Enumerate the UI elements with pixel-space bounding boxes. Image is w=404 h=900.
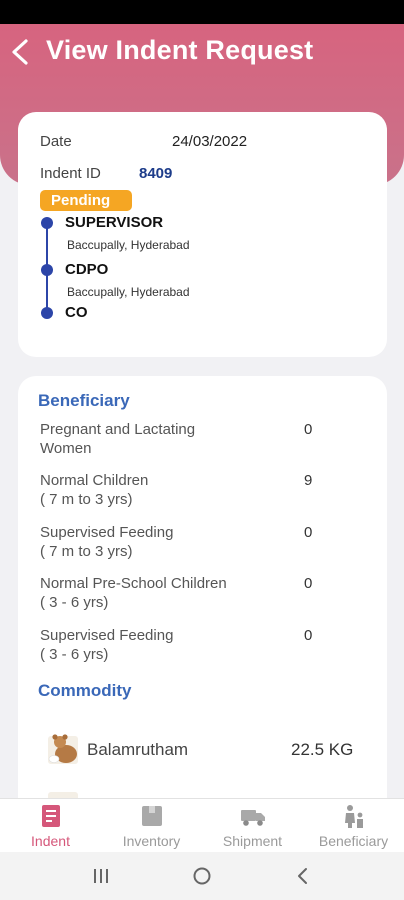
back-button[interactable]: [6, 36, 34, 68]
commodity-quantity: 22.5 KG: [291, 740, 354, 759]
timeline-location: Baccupally, Hyderabad: [67, 285, 190, 299]
beneficiary-row-label: Supervised Feeding ( 7 m to 3 yrs): [40, 524, 174, 560]
indent-id-value: 8409: [139, 165, 173, 182]
nav-tab-inventory[interactable]: Inventory: [101, 799, 202, 852]
shipment-icon: [240, 810, 265, 826]
indent-icon: [41, 805, 60, 827]
commodity-name: Balamrutham: [87, 740, 189, 759]
status-bar: [0, 0, 404, 24]
commodity-section-title: Commodity: [38, 681, 132, 700]
details-card: Beneficiary Pregnant and Lactating Women…: [18, 376, 387, 816]
indent-id-label: Indent ID: [40, 165, 101, 182]
timeline-title: CO: [65, 304, 88, 321]
date-value: 24/03/2022: [172, 133, 248, 150]
timeline-title: CDPO: [65, 261, 109, 278]
bottom-navigation: Indent Inventory Shipment Beneficiary: [0, 798, 404, 852]
nav-label: Shipment: [222, 833, 283, 849]
beneficiary-row-label: Pregnant and Lactating Women: [40, 421, 196, 457]
indent-summary-card: Date 24/03/2022 Indent ID 8409 Pending S…: [18, 112, 387, 357]
home-circle-icon: [193, 867, 211, 885]
beneficiary-row-value: 0: [304, 421, 313, 438]
beneficiary-row-label: Normal Pre-School Children ( 3 - 6 yrs): [40, 575, 227, 611]
system-back-button[interactable]: [288, 861, 318, 891]
timeline-dot: [41, 217, 53, 229]
page-title: View Indent Request: [46, 35, 314, 65]
nav-tab-shipment[interactable]: Shipment: [202, 799, 303, 852]
beneficiary-row-value: 9: [304, 472, 313, 489]
nav-label: Beneficiary: [318, 833, 389, 849]
beneficiary-section-title: Beneficiary: [38, 391, 130, 410]
beneficiary-row-value: 0: [304, 524, 313, 541]
nav-label: Inventory: [122, 833, 181, 849]
commodity-package-icon: [48, 734, 78, 764]
recent-apps-icon: [93, 869, 108, 883]
beneficiary-row-value: 0: [304, 575, 313, 592]
nav-tab-indent[interactable]: Indent: [0, 799, 101, 852]
back-chevron-icon: [298, 868, 308, 884]
nav-tab-beneficiary[interactable]: Beneficiary: [303, 799, 404, 852]
inventory-icon: [141, 806, 162, 826]
beneficiary-icon: [344, 805, 363, 828]
beneficiary-row-value: 0: [304, 627, 313, 644]
timeline-location: Baccupally, Hyderabad: [67, 238, 190, 252]
beneficiary-row-label: Normal Children ( 7 m to 3 yrs): [40, 472, 149, 508]
recent-apps-button[interactable]: [86, 861, 116, 891]
status-badge: Pending: [40, 190, 132, 211]
timeline-dot: [41, 264, 53, 276]
home-button[interactable]: [187, 861, 217, 891]
chevron-left-icon: [12, 39, 28, 65]
system-navigation-bar: [0, 852, 404, 900]
timeline-dot: [41, 307, 53, 319]
date-label: Date: [40, 133, 72, 150]
beneficiary-row-label: Supervised Feeding ( 3 - 6 yrs): [40, 627, 174, 663]
timeline-title: SUPERVISOR: [65, 214, 164, 231]
nav-label: Indent: [31, 833, 70, 849]
